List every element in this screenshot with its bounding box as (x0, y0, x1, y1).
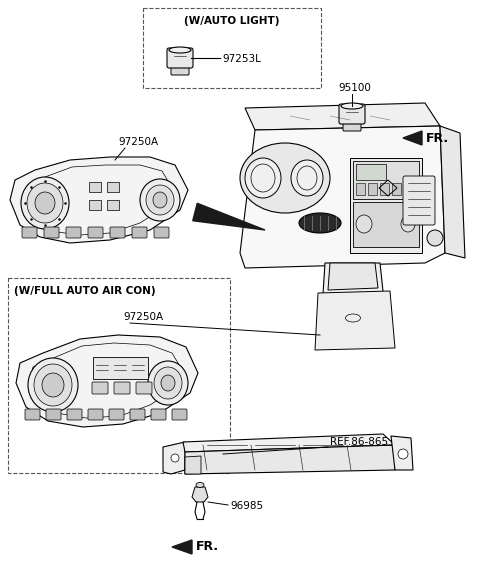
Polygon shape (440, 126, 465, 258)
Polygon shape (163, 442, 185, 474)
Ellipse shape (42, 373, 64, 397)
Ellipse shape (27, 183, 63, 223)
Polygon shape (185, 445, 395, 474)
Ellipse shape (291, 160, 323, 196)
FancyBboxPatch shape (130, 409, 145, 420)
Bar (356, 164, 386, 180)
FancyBboxPatch shape (67, 409, 82, 420)
Polygon shape (391, 436, 413, 470)
Polygon shape (240, 126, 445, 268)
Bar (356, 183, 365, 195)
Ellipse shape (140, 179, 180, 221)
Ellipse shape (240, 143, 330, 213)
Bar (350, 158, 422, 253)
FancyBboxPatch shape (88, 227, 103, 238)
FancyBboxPatch shape (114, 382, 130, 394)
Polygon shape (10, 157, 188, 243)
Bar (107, 200, 119, 210)
FancyBboxPatch shape (132, 227, 147, 238)
FancyBboxPatch shape (343, 119, 361, 131)
Text: REF.86-865: REF.86-865 (330, 437, 388, 447)
Polygon shape (183, 434, 395, 452)
Ellipse shape (401, 216, 415, 232)
FancyBboxPatch shape (92, 382, 108, 394)
Text: 97250A: 97250A (123, 312, 163, 322)
Bar (107, 182, 119, 192)
Bar (353, 161, 419, 199)
Polygon shape (172, 540, 192, 554)
Bar (93, 357, 148, 379)
Text: 95100: 95100 (338, 83, 372, 93)
Text: FR.: FR. (196, 541, 219, 553)
Ellipse shape (34, 364, 72, 406)
Polygon shape (328, 263, 378, 290)
FancyBboxPatch shape (109, 409, 124, 420)
Ellipse shape (245, 158, 281, 198)
FancyBboxPatch shape (110, 227, 125, 238)
Ellipse shape (153, 192, 167, 208)
Ellipse shape (196, 483, 204, 487)
Text: 97250A: 97250A (118, 137, 158, 147)
Bar (368, 183, 377, 195)
Polygon shape (403, 131, 422, 145)
Bar (380, 183, 389, 195)
Ellipse shape (21, 177, 69, 229)
Text: 97253L: 97253L (222, 54, 261, 64)
FancyBboxPatch shape (172, 409, 187, 420)
FancyBboxPatch shape (88, 409, 103, 420)
Ellipse shape (161, 375, 175, 391)
Polygon shape (185, 456, 201, 474)
Text: (W/AUTO LIGHT): (W/AUTO LIGHT) (184, 16, 280, 26)
Ellipse shape (35, 192, 55, 214)
Polygon shape (16, 335, 198, 427)
Ellipse shape (28, 358, 78, 412)
Ellipse shape (148, 361, 188, 405)
FancyBboxPatch shape (154, 227, 169, 238)
Ellipse shape (169, 47, 191, 53)
FancyBboxPatch shape (25, 409, 40, 420)
Bar (392, 183, 401, 195)
FancyBboxPatch shape (136, 382, 152, 394)
Ellipse shape (171, 454, 179, 462)
Polygon shape (193, 203, 265, 230)
FancyBboxPatch shape (44, 227, 59, 238)
FancyBboxPatch shape (171, 63, 189, 75)
FancyBboxPatch shape (66, 227, 81, 238)
Polygon shape (192, 487, 208, 502)
Text: 96985: 96985 (230, 501, 263, 511)
Ellipse shape (356, 215, 372, 233)
Polygon shape (245, 103, 440, 130)
FancyBboxPatch shape (151, 409, 166, 420)
Bar (8, 278, 230, 473)
FancyBboxPatch shape (403, 176, 435, 225)
Bar (353, 202, 419, 247)
Polygon shape (315, 291, 395, 350)
Text: (W/FULL AUTO AIR CON): (W/FULL AUTO AIR CON) (14, 286, 156, 296)
Ellipse shape (398, 449, 408, 459)
Bar (89, 200, 101, 210)
Ellipse shape (427, 230, 443, 246)
FancyBboxPatch shape (167, 48, 193, 68)
Ellipse shape (341, 103, 363, 109)
FancyBboxPatch shape (22, 227, 37, 238)
Text: FR.: FR. (426, 131, 449, 145)
FancyBboxPatch shape (46, 409, 61, 420)
Ellipse shape (299, 213, 341, 233)
Bar (143, 8, 321, 88)
FancyBboxPatch shape (339, 104, 365, 124)
Bar (89, 182, 101, 192)
Ellipse shape (146, 185, 174, 215)
Polygon shape (320, 263, 388, 340)
Ellipse shape (154, 367, 182, 399)
